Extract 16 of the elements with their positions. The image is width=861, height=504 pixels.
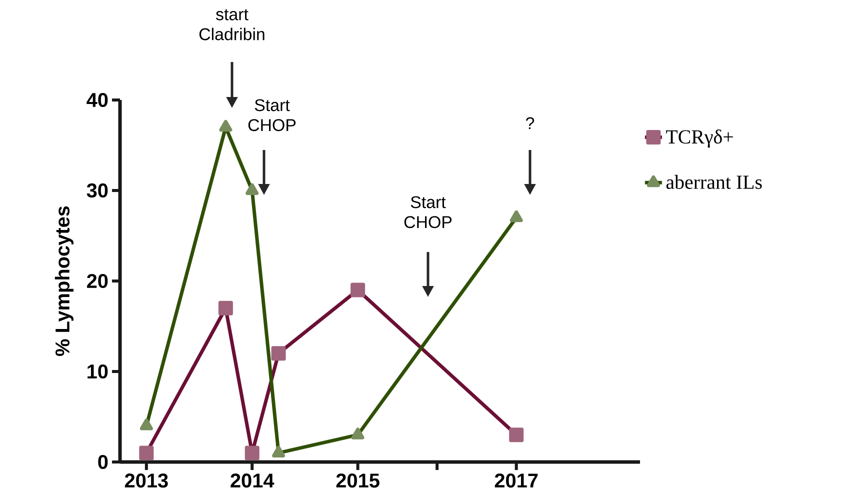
x-tick-label: 2015 — [336, 474, 380, 488]
y-tick-label: 40 — [86, 92, 108, 108]
y-tick-label: 10 — [88, 364, 108, 379]
annotation: ? — [526, 117, 534, 130]
y-tick-label: 20 — [87, 274, 108, 288]
x-tick-label: 2013 — [124, 474, 168, 488]
y-axis-title: % Lymphocytes — [54, 206, 74, 356]
legend-label: TCRγδ+ — [666, 130, 733, 148]
annotation: Start CHOP — [248, 99, 296, 132]
x-tick-label: 2017 — [494, 474, 538, 488]
x-tick-label: 2014 — [230, 474, 274, 488]
annotation: Start CHOP — [404, 196, 452, 228]
y-tick-label: 0 — [98, 454, 108, 470]
legend-label: aberrant ILs — [666, 174, 762, 189]
text: start Cladribin — [199, 9, 264, 40]
y-tick-label: 30 — [86, 183, 108, 198]
